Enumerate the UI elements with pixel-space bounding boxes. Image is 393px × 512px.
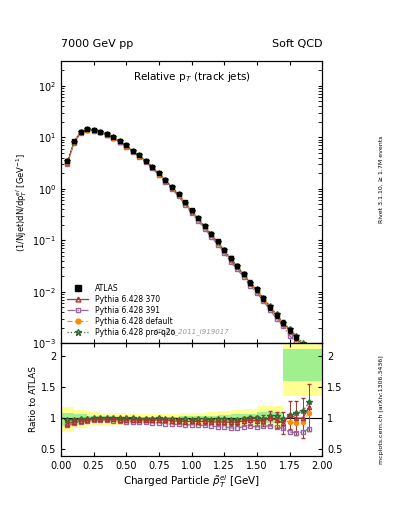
Y-axis label: (1/Njet)dN/dp$_T^{el}$ [GeV$^{-1}$]: (1/Njet)dN/dp$_T^{el}$ [GeV$^{-1}$] [15, 153, 29, 252]
Text: Relative p$_T$ (track jets): Relative p$_T$ (track jets) [132, 70, 251, 84]
Text: ATLAS_2011_I919017: ATLAS_2011_I919017 [154, 328, 230, 335]
Y-axis label: Ratio to ATLAS: Ratio to ATLAS [29, 367, 38, 432]
X-axis label: Charged Particle $\tilde{p}_T^{el}$ [GeV]: Charged Particle $\tilde{p}_T^{el}$ [GeV… [123, 473, 260, 490]
Text: Soft QCD: Soft QCD [272, 38, 322, 49]
Legend: ATLAS, Pythia 6.428 370, Pythia 6.428 391, Pythia 6.428 default, Pythia 6.428 pr: ATLAS, Pythia 6.428 370, Pythia 6.428 39… [65, 282, 177, 339]
Text: Rivet 3.1.10, ≥ 1.7M events: Rivet 3.1.10, ≥ 1.7M events [379, 136, 384, 223]
Text: 7000 GeV pp: 7000 GeV pp [61, 38, 133, 49]
Text: mcplots.cern.ch [arXiv:1306.3436]: mcplots.cern.ch [arXiv:1306.3436] [379, 355, 384, 464]
